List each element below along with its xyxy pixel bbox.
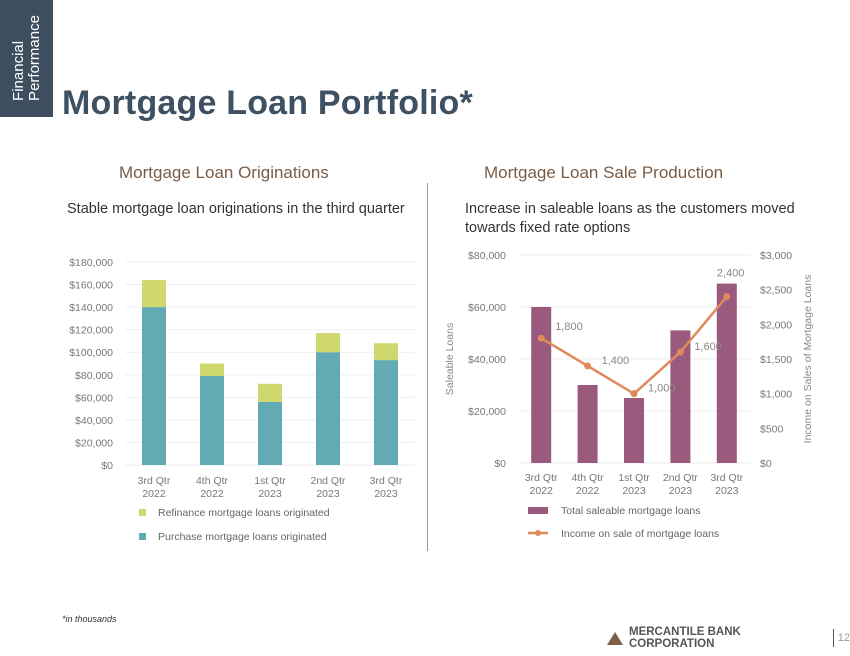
y2-tick-label: $1,500	[760, 354, 792, 366]
data-label: 1,600	[694, 341, 722, 353]
x-tick-label: 2022	[530, 485, 554, 497]
data-label: 1,000	[648, 383, 676, 395]
income-point	[630, 390, 638, 398]
bar-purchase	[316, 352, 340, 465]
page-number: 12	[837, 632, 850, 644]
x-tick-label: 2023	[669, 485, 693, 497]
income-point	[676, 348, 684, 356]
income-point	[537, 334, 545, 342]
bar-purchase	[200, 375, 224, 465]
page-title: Mortgage Loan Portfolio*	[62, 84, 473, 122]
company-name: MERCANTILE BANK CORPORATION	[629, 626, 741, 650]
bar-refinance	[200, 363, 224, 376]
bar-refinance	[374, 343, 398, 361]
y-tick-label: $60,000	[75, 392, 113, 404]
x-tick-label: 1st Qtr	[618, 472, 650, 484]
y-tick-label: $140,000	[69, 302, 113, 314]
y-tick-label: $0	[494, 458, 506, 470]
bar-refinance	[142, 280, 166, 308]
x-tick-label: 3rd Qtr	[370, 475, 403, 487]
data-label: 1,800	[555, 321, 583, 333]
y-axis-label: Saleable Loans	[444, 323, 456, 395]
y-tick-label: $60,000	[468, 302, 506, 314]
x-tick-label: 4th Qtr	[572, 472, 605, 484]
y-tick-label: $180,000	[69, 257, 113, 269]
legend-swatch-marker	[535, 530, 541, 536]
y-tick-label: $120,000	[69, 325, 113, 337]
right-chart-heading: Mortgage Loan Sale Production	[484, 163, 724, 182]
bar-saleable-loans	[577, 385, 598, 463]
bar-saleable-loans	[531, 307, 552, 463]
x-tick-label: 3rd Qtr	[525, 472, 558, 484]
y-tick-label: $80,000	[468, 250, 506, 262]
footnote: *in thousands	[62, 614, 117, 624]
y2-axis-label: Income on Sales of Mortgage Loans	[802, 275, 814, 444]
footer-separator	[832, 629, 834, 647]
bar-saleable-loans	[624, 398, 644, 463]
x-tick-label: 2022	[200, 488, 224, 500]
legend-swatch	[139, 509, 146, 516]
legend-swatch	[139, 533, 146, 540]
x-tick-label: 3rd Qtr	[138, 475, 171, 487]
bar-purchase	[258, 401, 282, 465]
y2-tick-label: $3,000	[760, 250, 792, 262]
y-tick-label: $20,000	[468, 406, 506, 418]
x-tick-label: 2023	[316, 488, 340, 500]
left-chart-heading: Mortgage Loan Originations	[119, 163, 329, 182]
company-logo: MERCANTILE BANK CORPORATION 12	[607, 626, 850, 650]
y2-tick-label: $500	[760, 423, 784, 435]
y-tick-label: $40,000	[468, 354, 506, 366]
x-tick-label: 2022	[576, 485, 600, 497]
data-label: 1,400	[602, 355, 630, 367]
y2-tick-label: $0	[760, 458, 772, 470]
legend-swatch-bar	[528, 507, 548, 514]
y-tick-label: $40,000	[75, 415, 113, 427]
x-tick-label: 2023	[715, 485, 739, 497]
bar-saleable-loans	[716, 283, 737, 463]
income-point	[584, 362, 592, 370]
x-tick-label: 2nd Qtr	[663, 472, 699, 484]
section-tab: Financial Performance	[0, 0, 53, 117]
legend-label: Income on sale of mortgage loans	[561, 528, 719, 540]
y-tick-label: $100,000	[69, 347, 113, 359]
y2-tick-label: $2,500	[760, 285, 792, 297]
bar-refinance	[316, 333, 340, 353]
x-tick-label: 2023	[622, 485, 646, 497]
y-tick-label: $0	[101, 460, 113, 472]
data-label: 2,400	[717, 268, 745, 280]
y2-tick-label: $2,000	[760, 319, 792, 331]
left-chart-description: Stable mortgage loan originations in the…	[67, 201, 405, 217]
x-tick-label: 2022	[142, 488, 166, 500]
x-tick-label: 2023	[374, 488, 398, 500]
y-tick-label: $80,000	[75, 370, 113, 382]
bar-saleable-loans	[670, 330, 691, 463]
bar-refinance	[258, 383, 282, 402]
right-chart-description: Increase in saleable loans as the custom…	[465, 201, 795, 236]
x-tick-label: 3rd Qtr	[710, 472, 743, 484]
y2-tick-label: $1,000	[760, 389, 792, 401]
income-point	[723, 293, 731, 301]
x-tick-label: 4th Qtr	[196, 475, 229, 487]
y-tick-label: $160,000	[69, 280, 113, 292]
bar-purchase	[374, 360, 398, 465]
x-tick-label: 2023	[258, 488, 282, 500]
legend-label: Refinance mortgage loans originated	[158, 507, 330, 519]
x-tick-label: 1st Qtr	[254, 475, 286, 487]
bar-purchase	[142, 307, 166, 465]
logo-triangle-icon	[607, 631, 623, 645]
y-tick-label: $20,000	[75, 437, 113, 449]
x-tick-label: 2nd Qtr	[310, 475, 346, 487]
divider	[427, 183, 428, 551]
legend-label: Total saleable mortgage loans	[561, 505, 701, 517]
legend-label: Purchase mortgage loans originated	[158, 531, 327, 543]
